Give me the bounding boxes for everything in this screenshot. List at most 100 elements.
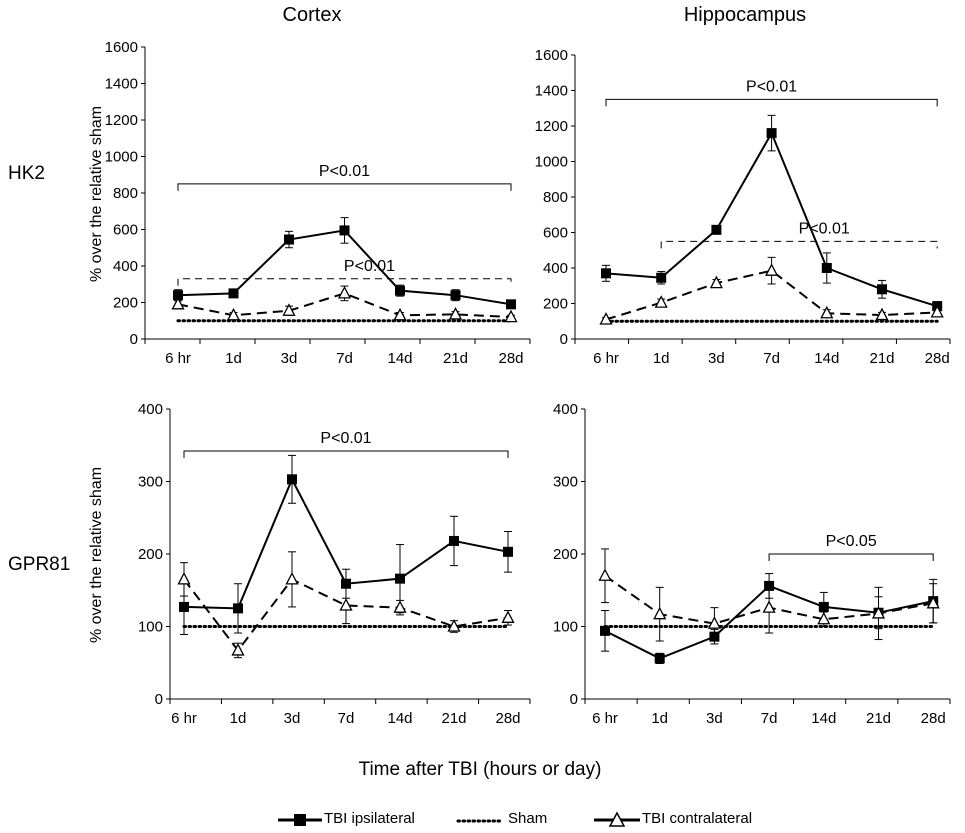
- x-tick-label: 7d: [336, 350, 353, 367]
- data-point-ipsilateral: [450, 290, 461, 301]
- data-point-ipsilateral: [656, 272, 667, 283]
- significance-label: P<0.01: [799, 220, 850, 237]
- y-tick-label: 1600: [535, 47, 568, 64]
- column-title-cortex: Cortex: [283, 4, 342, 26]
- y-tick-label: 800: [543, 189, 568, 206]
- y-tick-label: 0: [570, 691, 578, 708]
- data-point-ipsilateral: [395, 285, 405, 296]
- data-point-contralateral: [393, 307, 407, 321]
- data-point-contralateral: [820, 305, 834, 319]
- data-point-ipsilateral: [503, 546, 513, 557]
- x-tick-label: 3d: [281, 350, 298, 367]
- data-point-ipsilateral: [654, 653, 665, 664]
- legend-marker-ipsilateral: [294, 814, 306, 826]
- data-point-contralateral: [339, 598, 353, 611]
- x-tick-label: 6 hr: [171, 710, 197, 727]
- y-tick-label: 0: [155, 691, 163, 708]
- legend-item-ipsilateral: TBI ipsilateral: [278, 810, 415, 827]
- x-tick-label: 14d: [814, 350, 839, 367]
- significance-label: P<0.05: [826, 533, 877, 550]
- y-tick-label: 1000: [105, 149, 138, 166]
- y-tick-label: 1400: [535, 83, 568, 100]
- x-tick-label: 21d: [869, 350, 894, 367]
- y-tick-label: 1200: [105, 112, 138, 129]
- x-tick-label: 14d: [387, 710, 412, 727]
- y-tick-label: 0: [130, 331, 138, 348]
- significance-bracket: [183, 450, 509, 459]
- significance-label: P<0.01: [320, 430, 371, 447]
- data-point-ipsilateral: [233, 603, 243, 614]
- data-point-contralateral: [599, 312, 613, 325]
- significance-label: P<0.01: [319, 163, 370, 180]
- data-point-ipsilateral: [600, 625, 610, 636]
- x-tick-label: 28d: [498, 350, 523, 367]
- y-axis-title-bottom: % over the relative sham: [88, 467, 105, 643]
- data-point-contralateral: [231, 643, 245, 656]
- legend-label-sham: Sham: [508, 810, 547, 827]
- data-point-ipsilateral: [341, 578, 351, 589]
- row-label-gpr81: GPR81: [8, 554, 70, 575]
- data-point-contralateral: [875, 307, 889, 321]
- y-tick-label: 0: [560, 331, 568, 348]
- legend-marker-contralateral: [608, 811, 626, 827]
- data-point-contralateral: [926, 595, 940, 609]
- data-point-contralateral: [337, 285, 352, 299]
- series-contralateral: [599, 256, 944, 325]
- significance-label: P<0.01: [746, 78, 797, 95]
- x-tick-label: 6 hr: [593, 350, 619, 367]
- x-tick-label: 28d: [921, 710, 946, 727]
- x-tick-label: 1d: [230, 710, 247, 727]
- x-tick-label: 3d: [706, 710, 723, 727]
- x-axis-title: Time after TBI (hours or day): [359, 759, 602, 780]
- y-tick-label: 400: [113, 258, 138, 275]
- panel-4: 0 100 200 300 400 6 hr 1d 3d 7d 14d 21d 28d P<0.05: [553, 401, 951, 727]
- data-point-contralateral: [447, 619, 461, 632]
- panel-2: 0 200 400 600 800 1000 1200 1400 1600 6 hr 1d 3d 7d 1…: [535, 47, 951, 367]
- data-point-contralateral: [817, 611, 831, 625]
- data-point-ipsilateral: [506, 299, 516, 310]
- x-tick-label: 28d: [925, 350, 950, 367]
- x-tick-label: 6 hr: [165, 350, 191, 367]
- x-tick-label: 7d: [763, 350, 780, 367]
- data-point-ipsilateral: [287, 474, 297, 485]
- y-tick-label: 100: [553, 619, 578, 636]
- y-axis-title-top: % over the relative sham: [88, 106, 105, 282]
- data-point-contralateral: [171, 296, 185, 310]
- data-point-contralateral: [709, 275, 723, 289]
- legend-item-contralateral: TBI contralateral: [594, 810, 752, 827]
- x-tick-label: 1d: [225, 350, 242, 367]
- panel-3: 0 100 200 300 400 6 hr 1d 3d 7d 14d 21d 28d P<0.01: [138, 401, 531, 727]
- series-ipsilateral: [179, 454, 513, 635]
- y-tick-label: 1600: [105, 39, 138, 56]
- y-tick-label: 1200: [535, 118, 568, 135]
- data-point-ipsilateral: [395, 573, 405, 584]
- x-tick-label: 14d: [811, 710, 836, 727]
- data-point-ipsilateral: [228, 288, 239, 299]
- data-point-contralateral: [282, 303, 296, 316]
- y-tick-label: 400: [543, 260, 568, 277]
- significance-label: P<0.01: [344, 258, 395, 275]
- x-tick-label: 3d: [708, 350, 725, 367]
- data-point-contralateral: [393, 600, 407, 613]
- data-point-contralateral: [765, 263, 779, 276]
- x-tick-label: 6 hr: [592, 710, 618, 727]
- data-point-contralateral: [653, 606, 667, 620]
- data-point-contralateral: [871, 606, 886, 619]
- y-tick-label: 600: [113, 222, 138, 239]
- data-point-contralateral: [285, 571, 299, 585]
- x-tick-label: 1d: [653, 350, 670, 367]
- data-point-contralateral: [654, 295, 668, 308]
- significance-bracket: [768, 553, 934, 561]
- data-point-ipsilateral: [711, 224, 722, 235]
- data-point-contralateral: [930, 304, 944, 318]
- data-point-ipsilateral: [766, 128, 777, 139]
- legend-item-sham: Sham: [456, 810, 547, 827]
- y-tick-label: 400: [553, 401, 578, 418]
- legend: TBI ipsilateral Sham TBI contralateral: [278, 810, 752, 827]
- row-label-hk2: HK2: [8, 163, 45, 184]
- y-tick-label: 400: [138, 401, 163, 418]
- series-contralateral: [171, 285, 518, 323]
- legend-label-ipsilateral: TBI ipsilateral: [324, 810, 415, 827]
- y-tick-label: 200: [113, 295, 138, 312]
